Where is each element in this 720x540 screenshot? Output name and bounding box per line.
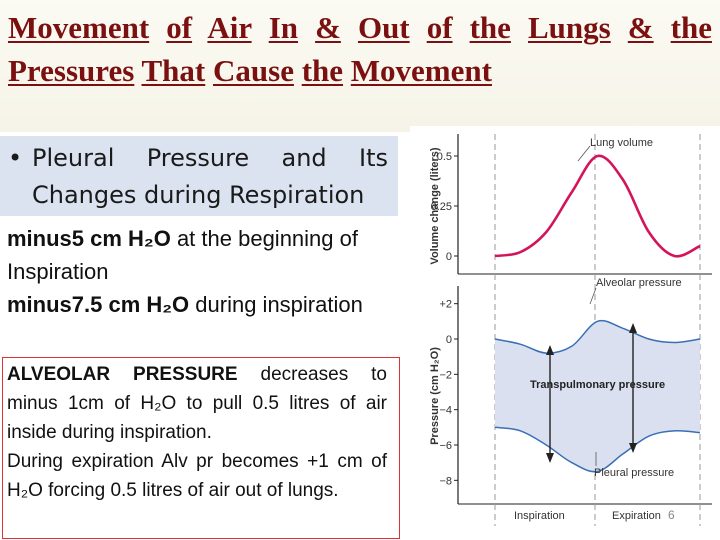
pleural-pressure-line (494, 426, 701, 473)
tick-label: 0 (446, 251, 452, 263)
volume-ticks: 0 0.25 0.5 (431, 151, 458, 263)
pleural-start-value: minus5 cm H₂O (7, 226, 171, 251)
chart-background (410, 126, 720, 540)
pleural-insp-desc: during inspiration (189, 292, 363, 317)
inspiration-label: Inspiration (514, 510, 565, 522)
title-band (0, 0, 720, 132)
alveolar-p1-rest: decreases to minus 1cm of H₂O to pull 0.… (7, 364, 387, 443)
alveolar-pressure-text: ALVEOLAR PRESSURE decreases to minus 1cm… (7, 360, 387, 505)
tick-label: 0.25 (431, 201, 452, 213)
tick-label: +2 (439, 299, 452, 311)
transpulmonary-fill (495, 320, 700, 472)
alveolar-pressure-label: Alveolar pressure (596, 277, 682, 289)
arrow-head-left-up (546, 345, 554, 355)
transpulmonary-label: Transpulmonary pressure (530, 379, 665, 391)
pleural-pressure-values: minus5 cm H₂O at the beginning of Inspir… (7, 222, 397, 321)
tick-label: −2 (439, 369, 452, 381)
alveolar-heading: ALVEOLAR PRESSURE (7, 364, 238, 385)
respiration-chart: Volume change (liters) Pressure (cm H₂O)… (410, 126, 720, 540)
arrow-head-right-up (629, 323, 637, 333)
lung-volume-label: Lung volume (590, 137, 653, 149)
alveolar-box (2, 357, 400, 539)
page-number: 6 (668, 508, 675, 522)
alveolar-leader (589, 287, 597, 305)
volume-axis-label: Volume change (liters) (429, 147, 441, 264)
tick-label: −4 (439, 405, 452, 417)
bullet-highlight-box (0, 136, 398, 216)
tick-label: −8 (439, 475, 452, 487)
tick-label: −6 (439, 440, 452, 452)
pleural-insp-value: minus7.5 cm H₂O (7, 292, 190, 317)
slide-title: Movement of Air In & Out of the Lungs & … (8, 10, 712, 88)
arrow-head-right-down (629, 443, 637, 453)
pressure-axis-label: Pressure (cm H₂O) (429, 347, 441, 445)
pressure-ticks: +2 0 −2 −4 −6 −8 (439, 299, 458, 487)
bullet-dot-icon: • (8, 144, 23, 172)
alveolar-paragraph-2: During expiration Alv pr becomes +1 cm o… (7, 451, 387, 501)
tick-label: 0 (446, 334, 452, 346)
tick-label: 0.5 (437, 151, 452, 163)
expiration-label: Expiration (612, 510, 661, 522)
alveolar-pressure-line (494, 319, 701, 354)
pleural-start-desc: at the beginning of Inspiration (7, 226, 358, 284)
pleural-pressure-label: Pleural pressure (594, 467, 674, 479)
lung-volume-line (494, 154, 701, 258)
lung-volume-leader (577, 145, 591, 162)
alveolar-paragraph-1: ALVEOLAR PRESSURE decreases to minus 1cm… (7, 360, 387, 447)
bullet-point: • Pleural Pressure and Its Changes durin… (8, 140, 388, 214)
bullet-text: Pleural Pressure and Its Changes during … (32, 144, 388, 209)
arrow-head-left-down (546, 453, 554, 463)
